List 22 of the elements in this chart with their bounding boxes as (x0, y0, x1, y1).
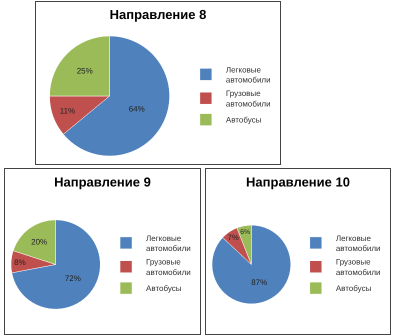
legend-label: Грузовые автомобили (336, 258, 381, 278)
data-label: 20% (31, 237, 48, 246)
data-label: 64% (128, 104, 145, 114)
legend-label: Автобусы (226, 116, 262, 125)
chart-title: Направление 9 (54, 174, 151, 190)
data-label: 87% (251, 278, 268, 288)
legend-label: Легковые автомобили (146, 234, 191, 254)
data-label: 72% (64, 274, 81, 284)
data-label: 25% (76, 66, 93, 76)
data-label: 8% (14, 258, 26, 267)
chart-title: Направление 10 (246, 174, 350, 190)
chart-title: Направление 8 (110, 7, 206, 22)
pie-slice (212, 224, 291, 304)
legend-label: Автобусы (336, 284, 372, 294)
data-label: 7% (228, 233, 239, 242)
legend-label: Автобусы (146, 284, 182, 294)
data-label: 11% (60, 106, 76, 116)
legend-label: Легковые автомобили (226, 65, 271, 85)
legend-label: Легковые автомобили (336, 234, 381, 254)
legend-label: Грузовые автомобили (226, 89, 271, 109)
pie-slice (12, 220, 101, 310)
legend-label: Грузовые автомобили (146, 258, 191, 278)
